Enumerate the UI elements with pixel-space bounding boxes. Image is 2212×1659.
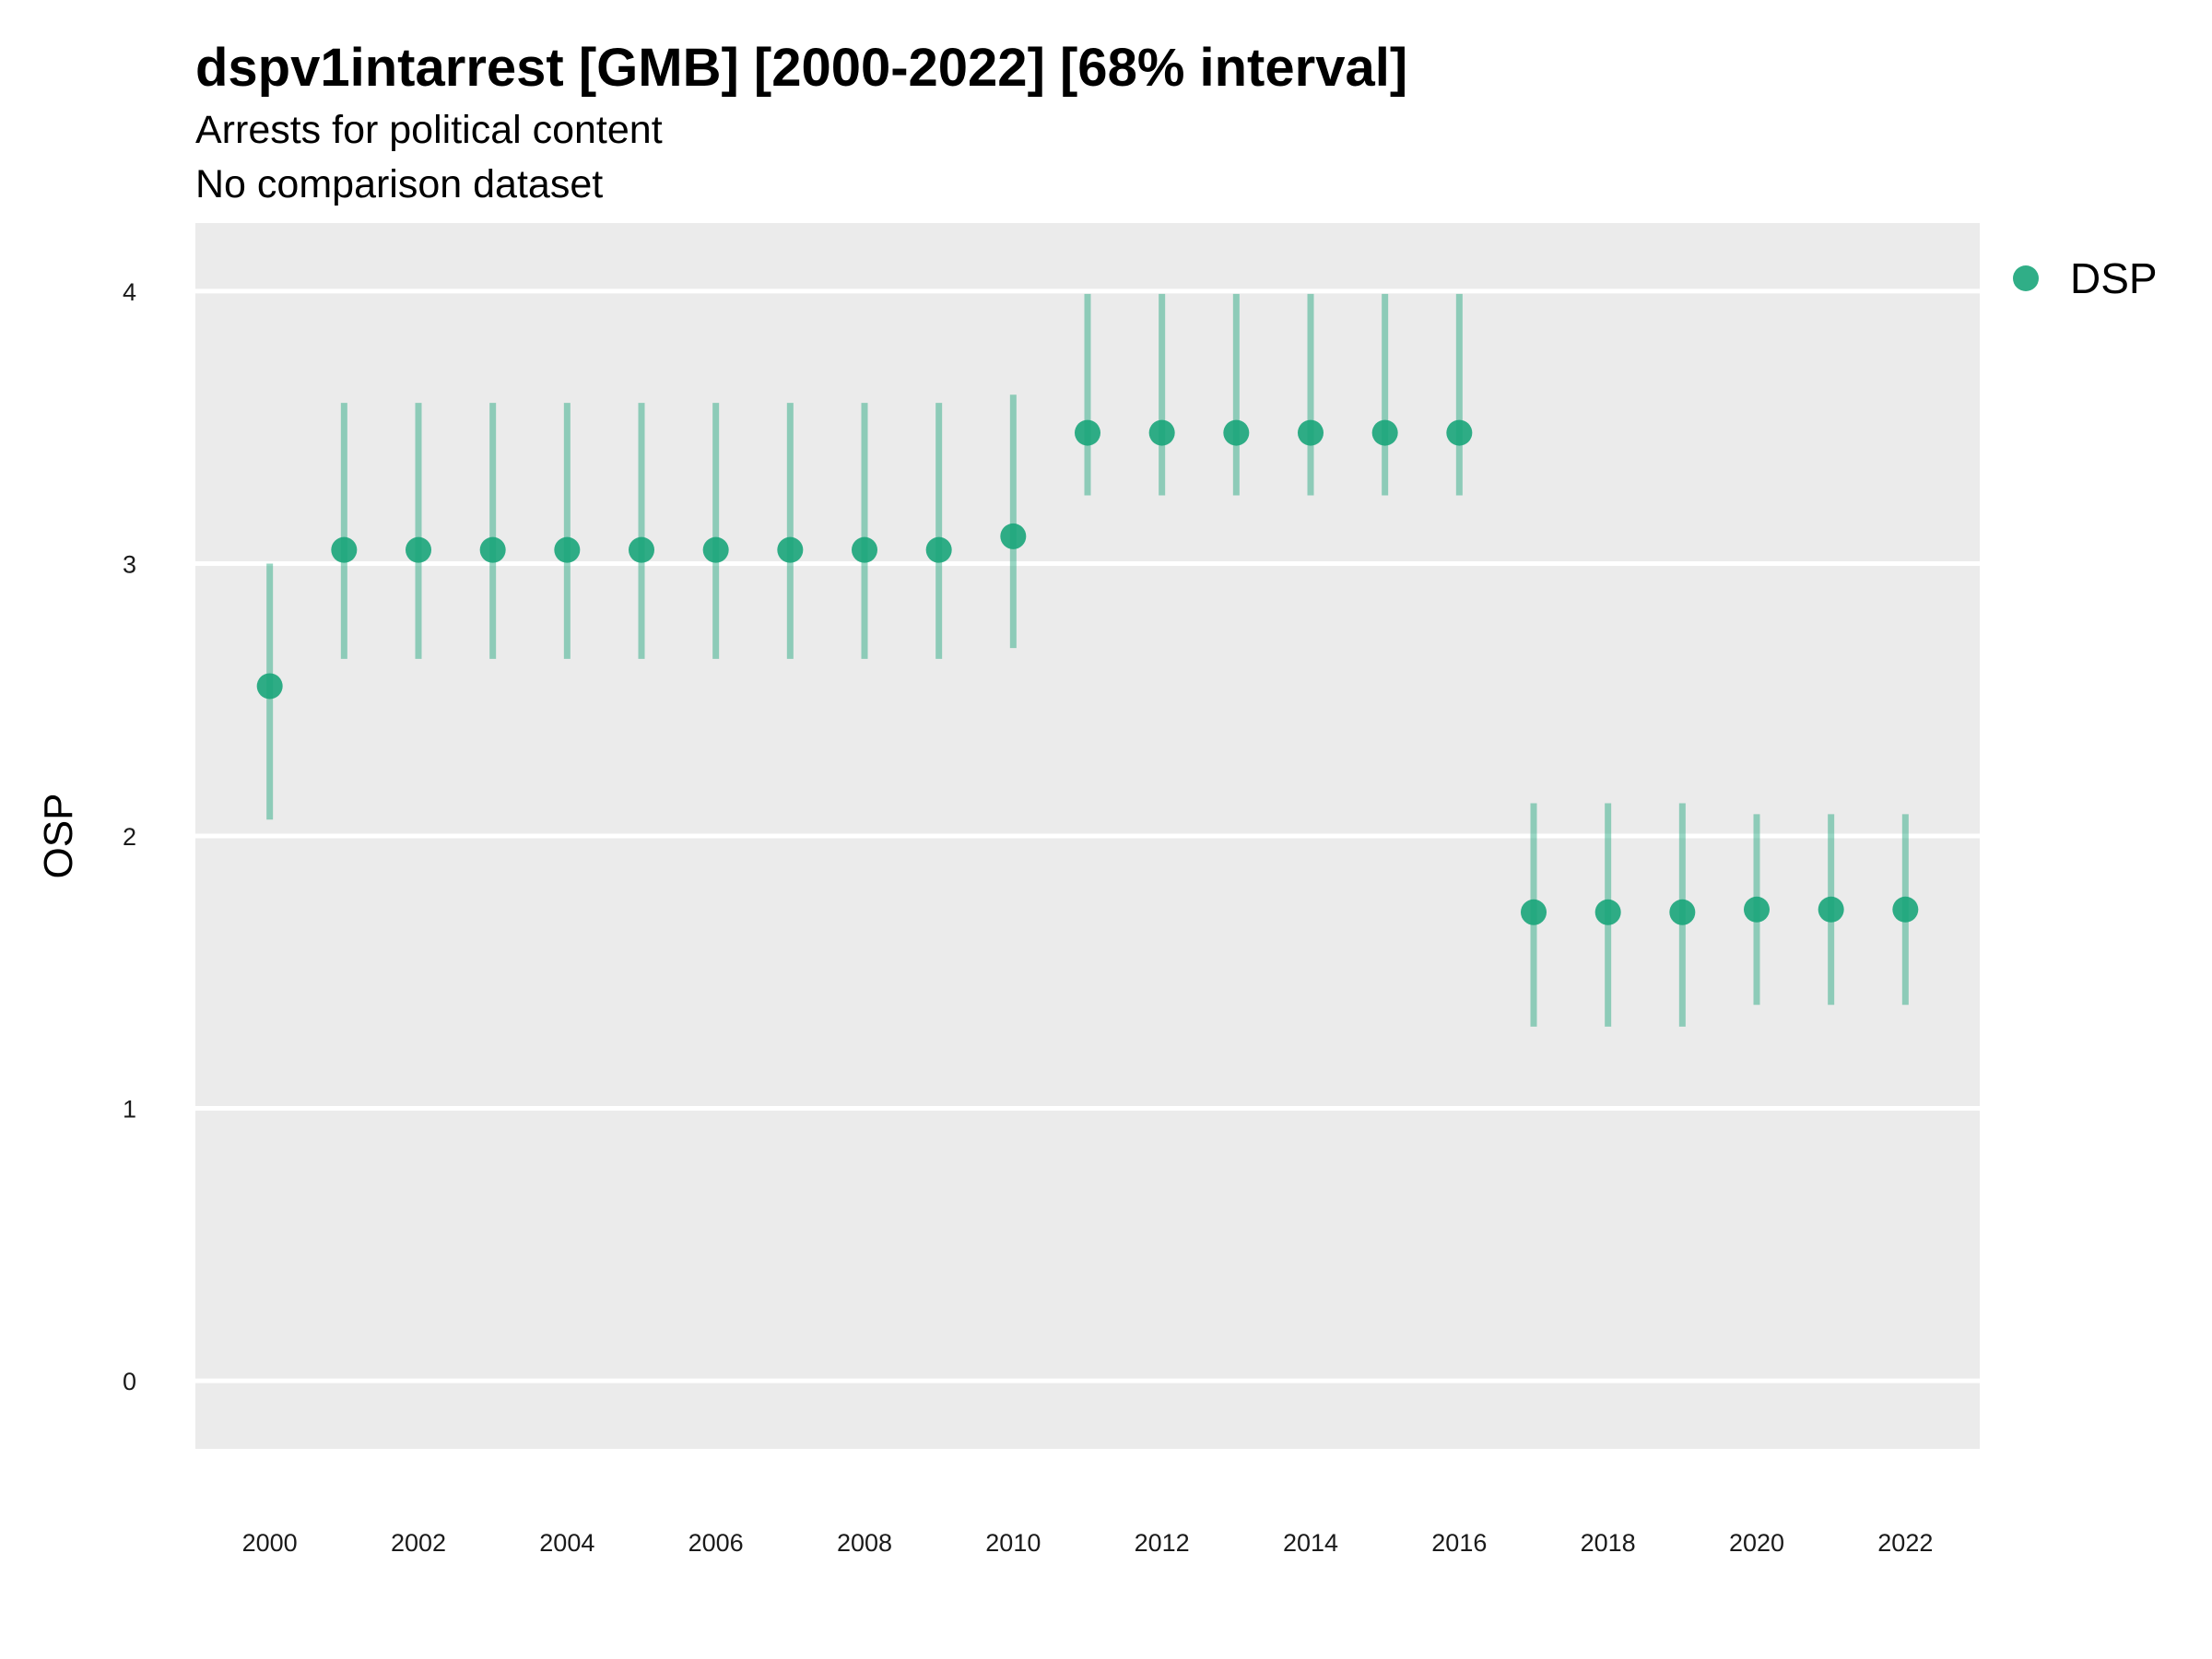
data-point: [1446, 419, 1473, 446]
x-tick-label: 2018: [1581, 1529, 1636, 1557]
data-point: [1744, 896, 1770, 923]
chart-subtitle-2: No comparison dataset: [195, 162, 603, 206]
data-point: [406, 536, 431, 563]
data-point: [256, 673, 283, 700]
chart-subtitle: Arrests for political content: [195, 108, 663, 152]
data-point: [1818, 896, 1844, 923]
x-axis-ticks: 2000 2002 2004 2006 2008 2010 2012 2014 2016 2018…: [242, 1529, 1934, 1557]
x-tick-label: 2020: [1729, 1529, 1784, 1557]
legend-label-dsp: DSP: [2070, 254, 2158, 302]
y-tick-label: 0: [123, 1368, 136, 1395]
chart-title: dspv1intarrest [GMB] [2000-2022] [68% in…: [195, 38, 1407, 98]
data-point: [1075, 419, 1100, 446]
x-tick-label: 2022: [1877, 1529, 1933, 1557]
data-point: [925, 536, 952, 563]
data-point: [777, 536, 804, 563]
data-point: [1223, 419, 1250, 446]
y-tick-label: 1: [123, 1096, 136, 1124]
data-point: [1521, 899, 1547, 925]
x-tick-label: 2008: [837, 1529, 892, 1557]
data-point: [1298, 419, 1324, 446]
legend-key-dsp: [2013, 265, 2039, 291]
data-point: [331, 536, 358, 563]
y-tick-label: 3: [123, 550, 136, 578]
x-tick-label: 2016: [1431, 1529, 1487, 1557]
x-tick-label: 2004: [539, 1529, 594, 1557]
x-tick-label: 2012: [1135, 1529, 1190, 1557]
data-point: [1669, 899, 1696, 925]
data-point: [1000, 523, 1027, 549]
data-point: [479, 536, 506, 563]
data-point: [554, 536, 581, 563]
x-tick-label: 2006: [688, 1529, 744, 1557]
y-axis-ticks: 0 1 2 3 4: [123, 278, 136, 1395]
x-tick-label: 2000: [242, 1529, 298, 1557]
gridlines: [195, 288, 1980, 1383]
y-tick-label: 2: [123, 823, 136, 851]
y-tick-label: 4: [123, 278, 136, 306]
legend: DSP: [2013, 254, 2158, 302]
x-tick-label: 2010: [985, 1529, 1041, 1557]
data-point: [1148, 419, 1175, 446]
data-point: [702, 536, 729, 563]
x-tick-label: 2014: [1283, 1529, 1338, 1557]
data-point: [629, 536, 654, 563]
data-series: [256, 293, 1919, 1027]
data-point: [1371, 419, 1398, 446]
data-point: [1892, 896, 1919, 923]
data-point: [1594, 899, 1621, 925]
x-tick-label: 2002: [391, 1529, 446, 1557]
y-axis-title: OSP: [36, 794, 81, 879]
data-point: [852, 536, 877, 563]
